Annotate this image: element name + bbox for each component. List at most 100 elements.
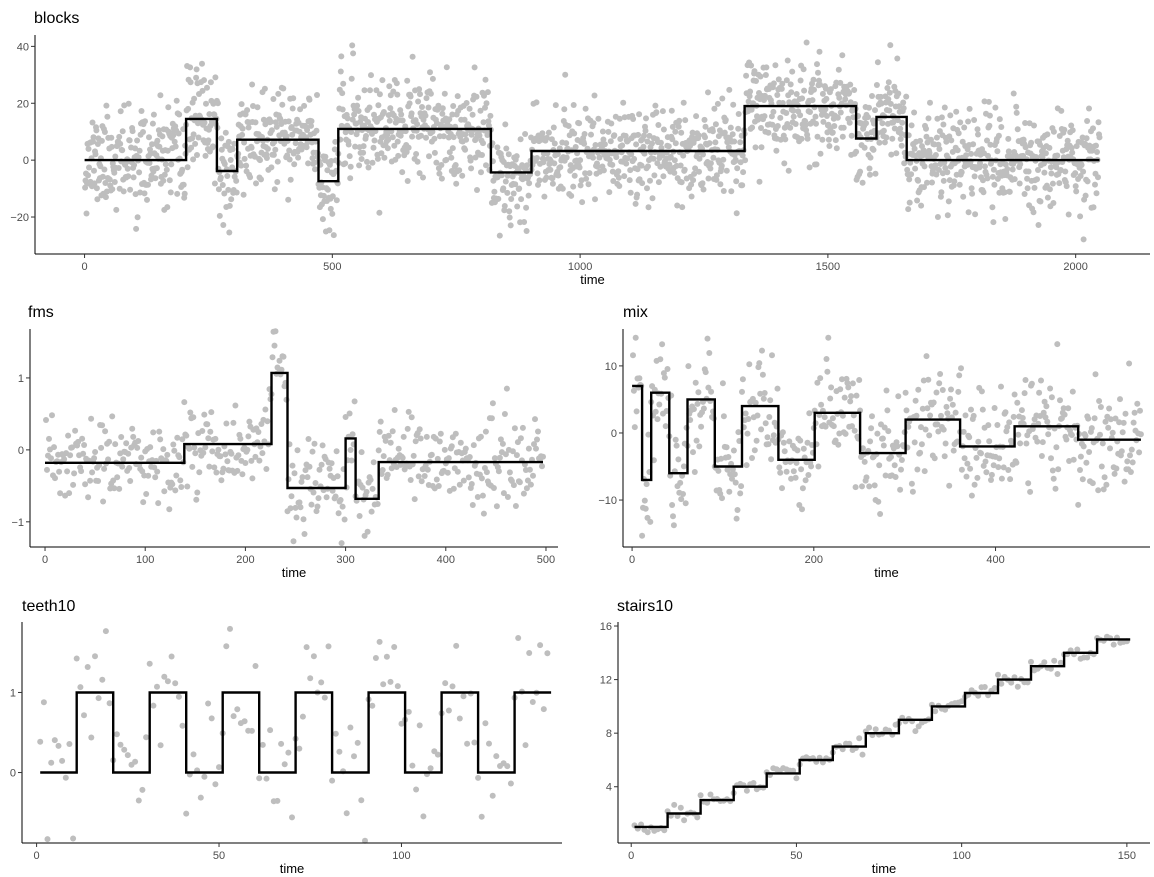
data-point	[725, 144, 732, 151]
data-point	[301, 102, 308, 109]
data-point	[161, 673, 168, 680]
data-point	[427, 765, 434, 772]
data-point	[1035, 167, 1041, 173]
data-point	[742, 157, 749, 164]
data-point	[69, 444, 76, 451]
data-point	[375, 447, 382, 454]
data-point	[673, 442, 680, 449]
data-point	[101, 166, 108, 173]
data-point	[540, 706, 547, 713]
data-point	[394, 91, 401, 98]
data-point	[678, 179, 685, 186]
data-point	[328, 460, 335, 467]
data-point	[836, 430, 843, 437]
data-point	[1084, 118, 1091, 124]
data-point	[416, 722, 423, 729]
data-point	[382, 437, 389, 444]
y-tick-label: 0	[23, 155, 29, 167]
data-point	[914, 197, 921, 204]
data-point	[511, 425, 518, 432]
data-point	[968, 492, 975, 499]
data-point	[576, 164, 583, 171]
data-point	[166, 506, 173, 513]
data-point	[594, 163, 601, 170]
data-point	[245, 124, 252, 131]
data-point	[793, 459, 800, 466]
data-point	[963, 473, 970, 480]
data-point	[979, 406, 986, 413]
data-point	[881, 139, 888, 146]
data-point	[1056, 180, 1063, 187]
data-point	[1013, 459, 1020, 466]
data-point	[436, 438, 443, 445]
data-point	[906, 199, 913, 206]
data-point	[190, 131, 197, 138]
data-point	[1013, 109, 1020, 116]
data-point	[654, 416, 661, 423]
data-point	[774, 92, 781, 98]
data-point	[1004, 166, 1011, 172]
data-point	[1092, 371, 1099, 378]
data-point	[634, 191, 641, 198]
data-point	[638, 162, 645, 169]
data-point	[806, 410, 813, 417]
data-point	[159, 133, 166, 140]
data-point	[732, 479, 739, 486]
data-point	[394, 683, 401, 690]
data-point	[369, 159, 376, 166]
data-point	[421, 473, 428, 479]
data-point	[394, 138, 401, 145]
data-point	[450, 103, 457, 109]
data-point	[130, 433, 137, 440]
data-point	[125, 173, 132, 180]
data-point	[324, 167, 331, 174]
data-point	[861, 144, 868, 151]
data-point	[407, 93, 414, 100]
data-point	[1066, 458, 1073, 464]
data-point	[466, 454, 473, 460]
data-point	[690, 177, 697, 184]
data-point	[119, 463, 126, 470]
data-point	[489, 400, 496, 407]
data-point	[368, 508, 375, 515]
data-point	[132, 191, 139, 198]
data-point	[846, 740, 853, 747]
data-point	[290, 95, 297, 102]
data-point	[1002, 216, 1009, 222]
data-point	[358, 797, 365, 804]
data-point	[1127, 452, 1133, 459]
data-point	[898, 457, 905, 463]
data-point	[415, 473, 422, 480]
data-point	[1038, 377, 1044, 384]
data-point	[1082, 432, 1089, 439]
data-point	[735, 429, 742, 436]
data-point	[1129, 459, 1136, 466]
data-point	[880, 127, 887, 134]
data-point	[176, 454, 183, 461]
data-point	[484, 132, 491, 138]
data-point	[773, 147, 780, 154]
data-point	[1110, 641, 1117, 648]
data-point	[244, 446, 251, 453]
data-point	[66, 741, 73, 747]
data-point	[501, 411, 508, 417]
y-tick-label: 1	[18, 373, 24, 385]
data-point	[889, 135, 896, 142]
data-point	[897, 136, 904, 142]
data-point	[215, 186, 222, 193]
data-point	[681, 817, 688, 824]
data-point	[639, 532, 646, 539]
data-point	[591, 92, 598, 99]
data-point	[905, 206, 912, 213]
data-point	[1048, 455, 1054, 462]
data-point	[851, 87, 858, 93]
data-point	[627, 189, 634, 196]
data-point	[239, 125, 246, 132]
data-point	[803, 39, 810, 46]
data-point	[454, 468, 461, 475]
data-point	[986, 112, 993, 119]
data-point	[802, 477, 809, 484]
data-point	[443, 64, 450, 71]
data-point	[43, 417, 49, 423]
data-point	[1024, 175, 1031, 182]
